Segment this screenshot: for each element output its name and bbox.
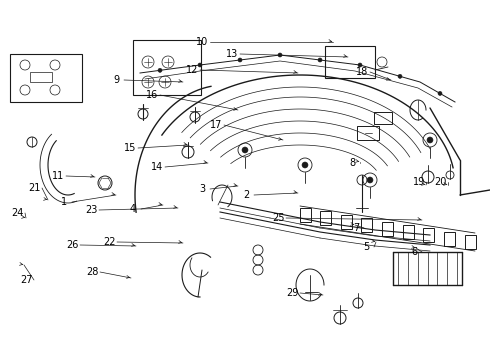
Bar [30, 72, 52, 82]
Text: 25: 25 [272, 213, 284, 223]
Circle shape [302, 162, 308, 168]
Text: 24: 24 [11, 208, 23, 218]
Text: 26: 26 [66, 240, 78, 250]
Bar [325, 46, 375, 78]
Bar [423, 228, 434, 242]
Circle shape [242, 147, 248, 153]
Circle shape [367, 177, 373, 183]
Bar [362, 218, 372, 232]
Bar [382, 221, 393, 235]
Text: 12: 12 [186, 65, 198, 75]
Text: 18: 18 [356, 67, 368, 77]
Circle shape [398, 74, 402, 78]
Text: 22: 22 [103, 237, 115, 247]
Text: 5: 5 [363, 242, 369, 252]
Circle shape [238, 58, 242, 62]
Text: 13: 13 [226, 49, 238, 59]
Bar [357, 126, 379, 140]
Text: 16: 16 [146, 90, 158, 100]
Circle shape [158, 68, 162, 72]
Circle shape [438, 91, 442, 95]
Text: 20: 20 [434, 177, 446, 187]
Bar [133, 40, 201, 95]
Bar [374, 112, 392, 124]
Circle shape [198, 63, 202, 67]
Text: 14: 14 [151, 162, 163, 172]
Bar [465, 235, 475, 249]
Text: 1: 1 [61, 197, 67, 207]
Text: 15: 15 [124, 143, 136, 153]
Bar [320, 211, 331, 225]
Bar [341, 215, 352, 229]
Bar [444, 231, 455, 246]
Text: 4: 4 [130, 204, 136, 214]
Text: 11: 11 [52, 171, 64, 181]
Text: 29: 29 [286, 288, 298, 298]
Circle shape [278, 53, 282, 57]
Text: 23: 23 [85, 205, 97, 215]
Bar [10, 54, 82, 102]
Bar [403, 225, 414, 239]
Text: 10: 10 [196, 37, 208, 47]
Text: 17: 17 [210, 120, 222, 130]
Text: 19: 19 [413, 177, 425, 187]
Text: 3: 3 [199, 184, 205, 194]
Text: 6: 6 [411, 247, 417, 257]
Bar [299, 208, 311, 222]
Text: 8: 8 [349, 158, 355, 168]
Circle shape [358, 63, 362, 67]
Text: 28: 28 [86, 267, 98, 277]
Text: 27: 27 [20, 275, 32, 285]
Text: 2: 2 [243, 190, 249, 200]
Circle shape [318, 58, 322, 62]
Circle shape [427, 137, 433, 143]
Text: 9: 9 [113, 75, 119, 85]
Text: 21: 21 [28, 183, 40, 193]
Text: 7: 7 [353, 223, 359, 233]
